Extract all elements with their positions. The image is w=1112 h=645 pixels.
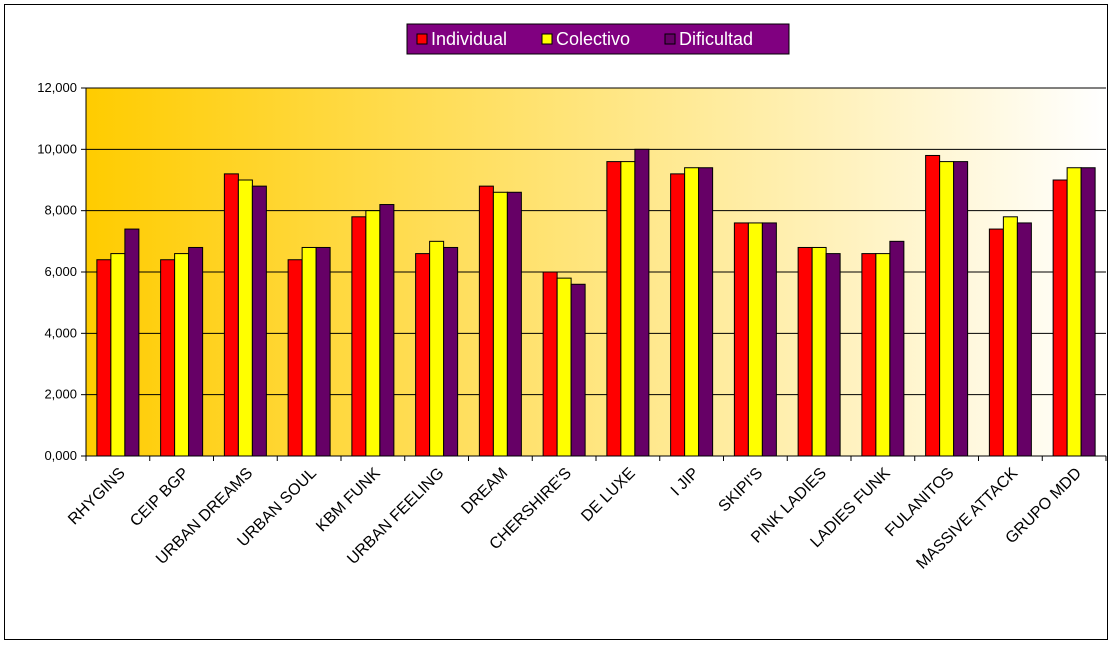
bar-dificultad-skipi-s [761,222,777,457]
bar-individual-ceip-bgp [160,259,176,457]
bar-colectivo-de-luxe [620,161,636,457]
bars [96,148,1096,457]
y-tick-label: 4,000 [44,325,77,340]
bar-individual-rhygins [96,259,112,457]
bar-individual-de-luxe [606,161,622,457]
y-tick-label: 6,000 [44,264,77,279]
bar-colectivo-urban-dreams [237,179,253,457]
bar-dificultad-dream [506,191,522,457]
bar-colectivo-chershire-s [556,277,572,457]
bar-dificultad-urban-soul [315,246,331,457]
y-tick-label: 12,000 [37,80,77,95]
bar-colectivo-grupo-mdd [1066,167,1082,457]
legend-label-dificultad: Dificultad [679,29,753,49]
bar-individual-grupo-mdd [1052,179,1068,457]
bar-dificultad-kbm-funk [379,204,395,457]
bar-individual-fulanitos [925,154,941,457]
bar-colectivo-pink-ladies [811,246,827,457]
bar-individual-skipi-s [733,222,749,457]
bar-individual-ladies-funk [861,253,877,457]
bar-dificultad-ceip-bgp [188,246,204,457]
bar-individual-massive-attack [988,228,1004,457]
bar-colectivo-i-jip [684,167,700,457]
legend-swatch-dificultad [664,33,676,45]
chart-container: 0,000 2,000 4,000 6,000 8,000 10,000 12,000 RH… [4,4,1108,640]
bar-dificultad-pink-ladies [825,253,841,457]
bar-colectivo-fulanitos [939,161,955,457]
y-tick-label: 10,000 [37,141,77,156]
bar-dificultad-massive-attack [1016,222,1032,457]
bar-individual-urban-feeling [415,253,431,457]
bar-dificultad-grupo-mdd [1080,167,1096,457]
bar-individual-kbm-funk [351,216,367,457]
legend-swatch-individual [416,33,428,45]
bar-colectivo-dream [492,191,508,457]
bar-colectivo-kbm-funk [365,210,381,457]
bar-individual-pink-ladies [797,246,813,457]
bar-individual-urban-dreams [223,173,239,457]
bar-dificultad-urban-dreams [251,185,267,457]
bar-dificultad-i-jip [698,167,714,457]
axes [81,87,1107,461]
legend-label-individual: Individual [431,29,507,49]
bar-colectivo-skipi-s [747,222,763,457]
bar-individual-dream [478,185,494,457]
bar-colectivo-urban-soul [301,246,317,457]
bar-colectivo-ladies-funk [875,253,891,457]
legend: Individual Colectivo Dificultad [406,23,790,55]
bar-individual-chershire-s [542,271,558,457]
legend-label-colectivo: Colectivo [556,29,630,49]
bar-colectivo-ceip-bgp [174,253,190,457]
y-tick-label: 2,000 [44,387,77,402]
bar-individual-urban-soul [287,259,303,457]
bar-dificultad-rhygins [124,228,140,457]
bar-dificultad-ladies-funk [889,240,905,457]
bar-individual-i-jip [670,173,686,457]
bar-dificultad-urban-feeling [443,246,459,457]
bar-dificultad-de-luxe [634,148,650,457]
y-tick-label: 8,000 [44,203,77,218]
bar-dificultad-chershire-s [570,283,586,457]
bar-dificultad-fulanitos [953,161,969,457]
y-tick-labels: 0,000 2,000 4,000 6,000 8,000 10,000 12,000 [37,80,77,463]
legend-swatch-colectivo [541,33,553,45]
bar-colectivo-massive-attack [1002,216,1018,457]
y-tick-label: 0,000 [44,448,77,463]
legend-box [406,23,790,55]
bar-colectivo-rhygins [110,253,126,457]
bar-colectivo-urban-feeling [429,240,445,457]
